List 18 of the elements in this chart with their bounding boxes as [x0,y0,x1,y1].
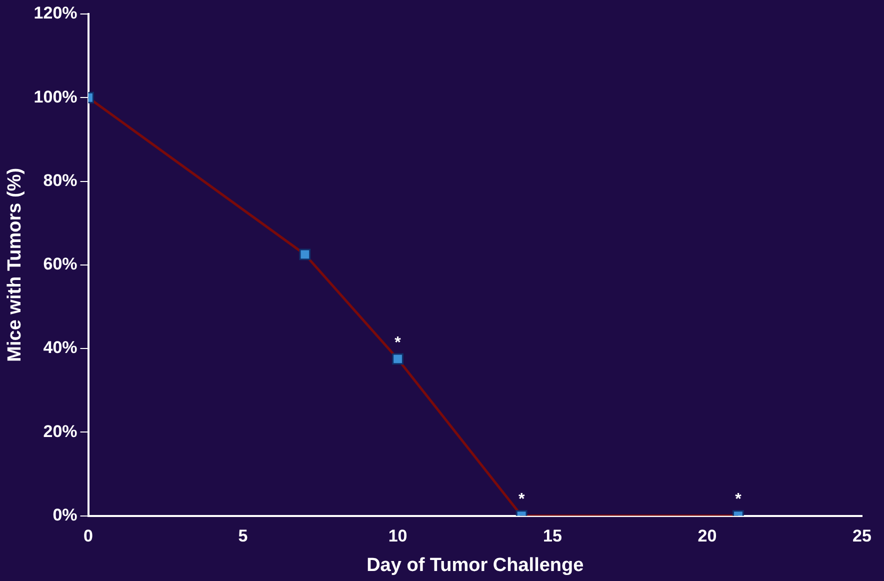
x-axis-title: Day of Tumor Challenge [366,554,584,576]
annotation: * [394,334,402,352]
annotation: * [518,491,526,508]
x-tick-label: 10 [388,526,408,546]
y-tick-label: 40% [43,338,78,358]
y-tick-label: 0% [52,505,78,524]
y-tick-label: 60% [43,254,78,274]
y-tick-label: 120% [34,4,78,23]
y-tick-label: 100% [34,87,78,106]
x-tick-label: 25 [852,526,872,546]
y-axis-title: Mice with Tumors (%) [4,168,26,362]
x-tick-label: 15 [543,526,562,546]
y-tick-label: 20% [43,422,78,441]
y-tick-label: 80% [43,170,78,190]
x-tick-label: 20 [698,526,717,546]
annotation: * [735,491,742,508]
x-tick-label: 0 [84,526,94,546]
x-tick-label: 5 [238,526,248,546]
